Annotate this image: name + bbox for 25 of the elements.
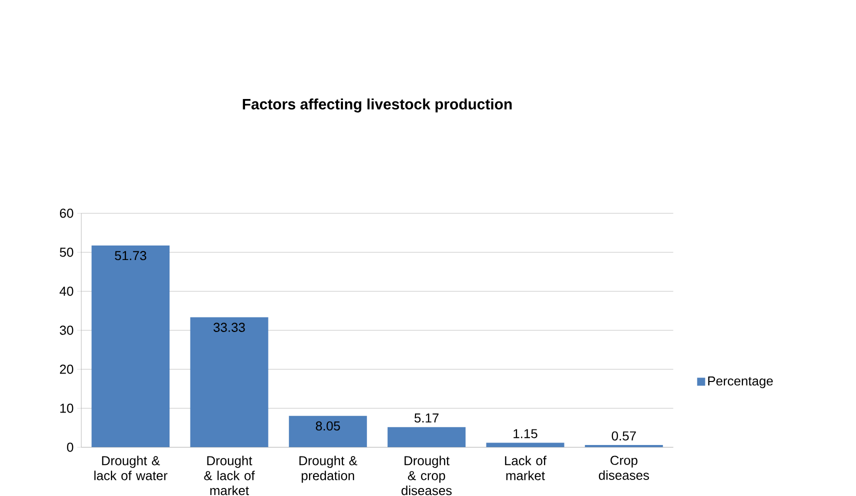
y-tick-label: 10 [60,404,74,413]
x-tick-label: Drought & predation [299,456,358,483]
bar [388,427,466,448]
chart-title: Factors affecting livestock production [242,98,512,112]
y-tick-label: 40 [60,286,74,296]
data-label: 8.05 [316,421,340,431]
x-tick-label: Drought & lack of water [94,456,168,480]
y-tick-label: 20 [60,364,74,374]
y-tick-label: 60 [60,208,74,218]
bar [288,416,367,448]
data-label: 0.57 [612,431,636,440]
x-tick-label: Drought & crop diseases [402,456,452,496]
data-label: 1.15 [514,429,538,438]
bar [190,317,268,448]
bar [92,245,170,448]
x-tick-label: Lack of market [505,456,546,480]
data-label: 51.73 [114,251,146,260]
legend-label: Percentage [708,376,773,388]
data-label: 5.17 [414,414,439,423]
y-tick-label: 50 [60,248,74,257]
data-label: 33.33 [214,322,245,332]
y-tick-label: 30 [60,326,74,335]
x-tick-label: Drought & lack of market [204,456,255,496]
x-tick-label: Crop diseases [598,456,649,480]
y-tick-label: 0 [67,442,74,452]
